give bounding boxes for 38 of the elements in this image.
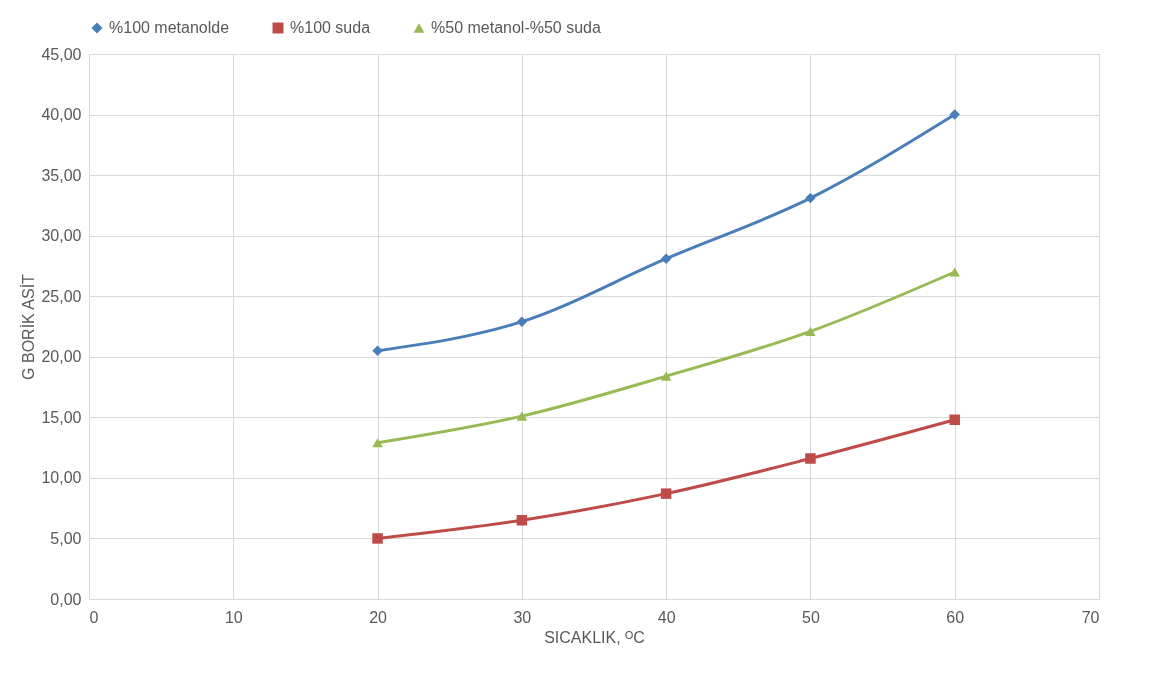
y-tick-label: 40,00 <box>41 106 82 124</box>
y-tick-label: 45,00 <box>41 45 82 63</box>
y-tick-label: 10,00 <box>41 469 82 487</box>
y-tick-label: 20,00 <box>41 348 82 366</box>
point <box>372 345 383 356</box>
y-tick-label: 25,00 <box>41 287 82 305</box>
legend-label: %100 metanolde <box>109 19 230 36</box>
legend-label: %50 metanol-%50 suda <box>431 19 601 36</box>
y-tick-label: 15,00 <box>41 408 82 426</box>
x-tick-label: 20 <box>369 608 388 626</box>
point <box>805 326 816 336</box>
point <box>949 109 960 120</box>
x-tick-label: 40 <box>657 608 676 626</box>
point <box>949 414 960 425</box>
point <box>372 438 383 448</box>
y-tick-label: 35,00 <box>41 166 82 184</box>
x-axis-title: SICAKLIK, ᴼC <box>544 628 645 646</box>
x-tick-label: 30 <box>513 608 532 626</box>
point <box>372 533 383 544</box>
y-tick-label: 5,00 <box>50 529 82 547</box>
x-tick-label: 50 <box>802 608 820 626</box>
y-tick-label: 30,00 <box>41 227 82 245</box>
x-tick-label: 60 <box>946 608 965 626</box>
y-tick-label: 0,00 <box>50 590 82 608</box>
legend-label: %100 suda <box>290 19 371 36</box>
point <box>805 453 816 464</box>
point <box>949 267 960 277</box>
point <box>660 488 672 499</box>
point <box>660 371 672 381</box>
point <box>516 515 528 526</box>
x-tick-label: 0 <box>89 608 99 626</box>
point <box>805 192 816 204</box>
y-axis-title: G BORİK ASİT <box>19 273 38 380</box>
x-tick-label: 10 <box>224 608 243 626</box>
point <box>660 253 672 264</box>
x-tick-label: 70 <box>1081 608 1100 626</box>
point <box>516 411 528 421</box>
point <box>516 316 528 327</box>
